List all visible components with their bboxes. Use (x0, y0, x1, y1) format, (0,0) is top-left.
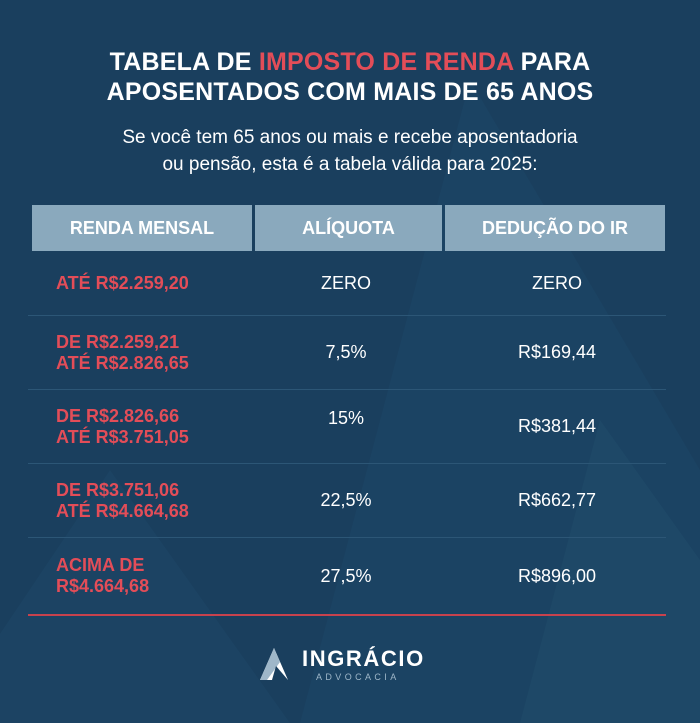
renda-line-2: ATÉ R$4.664,68 (56, 500, 189, 521)
title-line-1: TABELA DE IMPOSTO DE RENDA PARA (0, 47, 700, 77)
table-row: DE R$3.751,06 ATÉ R$4.664,68 22,5% R$662… (28, 464, 666, 538)
deducao-cell: R$896,00 (517, 565, 597, 586)
aliquota-cell: 27,5% (320, 565, 372, 586)
aliquota-cell: 22,5% (320, 490, 372, 510)
subtitle-line-1: Se você tem 65 anos ou mais e recebe apo… (122, 127, 578, 148)
brand-name: INGRÁCIO (302, 646, 425, 671)
table-row: ATÉ R$2.259,20 ZERO ZERO (28, 251, 666, 316)
renda-line-2: ATÉ R$2.826,65 (56, 352, 189, 373)
title-accent: IMPOSTO DE RENDA (258, 48, 514, 76)
title-line-2: APOSENTADOS COM MAIS DE 65 ANOS (106, 78, 594, 106)
deducao-cell: ZERO (531, 272, 582, 293)
deducao-cell: R$169,44 (517, 342, 597, 362)
brand-logo: INGRÁCIO ADVOCACIA (258, 646, 425, 682)
table-row: DE R$2.259,21 ATÉ R$2.826,65 7,5% R$169,… (28, 316, 666, 390)
subtitle-line-2: ou pensão, esta é a tabela válida para 2… (162, 154, 538, 175)
page-title: TABELA DE IMPOSTO DE RENDA PARA APOSENTA… (0, 47, 700, 107)
deducao-cell: R$662,77 (517, 490, 597, 510)
aliquota-cell: 7,5% (325, 342, 367, 362)
title-post: PARA (513, 48, 591, 76)
subtitle: Se você tem 65 anos ou mais e recebe apo… (0, 124, 700, 178)
renda-line-2: R$4.664,68 (56, 576, 150, 596)
table-row: DE R$2.826,66 ATÉ R$3.751,05 15% R$381,4… (28, 390, 666, 464)
renda-cell: DE R$2.259,21 ATÉ R$2.826,65 (28, 332, 248, 374)
renda-line-1: ACIMA DE (56, 555, 145, 575)
aliquota-cell: 15% (327, 408, 365, 428)
triangle-logo-icon (260, 648, 288, 680)
renda-cell: ACIMA DE R$4.664,68 (28, 555, 248, 597)
deducao-cell: R$381,44 (517, 416, 597, 436)
renda-cell: ATÉ R$2.259,20 (28, 273, 248, 294)
header-renda-mensal: RENDA MENSAL (32, 205, 252, 251)
title-pre: TABELA DE (109, 48, 259, 76)
table-row: ACIMA DE R$4.664,68 27,5% R$896,00 (28, 538, 666, 616)
renda-line-1: DE R$2.826,66 (56, 405, 180, 426)
tax-table: RENDA MENSAL ALÍQUOTA DEDUÇÃO DO IR ATÉ … (28, 205, 666, 616)
renda-line-1: ATÉ R$2.259,20 (56, 272, 189, 293)
brand-subtitle: ADVOCACIA (316, 672, 400, 682)
renda-line-1: DE R$3.751,06 (56, 479, 180, 500)
table-header: RENDA MENSAL ALÍQUOTA DEDUÇÃO DO IR (28, 205, 666, 251)
aliquota-cell: ZERO (320, 272, 371, 293)
renda-line-1: DE R$2.259,21 (56, 331, 180, 352)
renda-cell: DE R$3.751,06 ATÉ R$4.664,68 (28, 480, 248, 522)
renda-line-2: ATÉ R$3.751,05 (56, 426, 189, 447)
logo-text: INGRÁCIO ADVOCACIA (302, 646, 425, 682)
header-aliquota: ALÍQUOTA (255, 205, 442, 251)
renda-cell: DE R$2.826,66 ATÉ R$3.751,05 (28, 406, 248, 448)
header-deducao: DEDUÇÃO DO IR (445, 205, 665, 251)
